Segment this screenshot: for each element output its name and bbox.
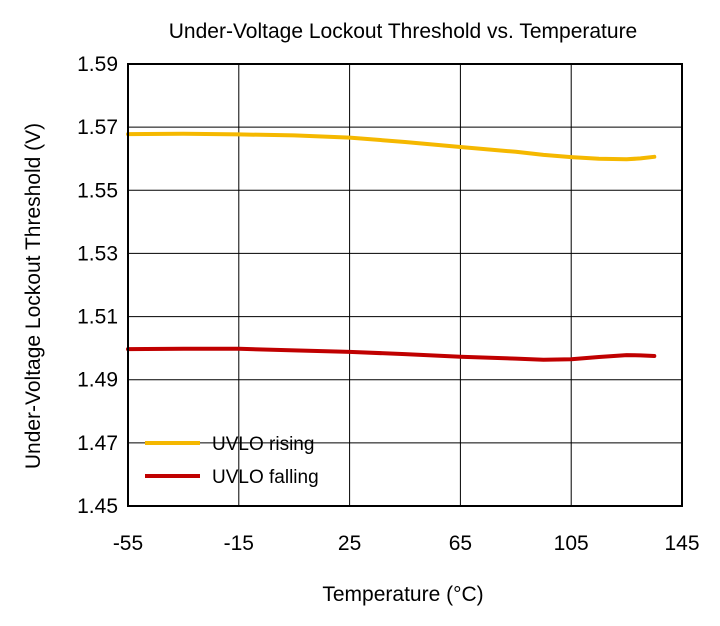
y-axis-label: Under-Voltage Lockout Threshold (V) bbox=[22, 123, 45, 469]
y-tick-label: 1.59 bbox=[77, 53, 118, 76]
legend: UVLO rising UVLO falling bbox=[145, 434, 319, 488]
x-axis-label: Temperature (°C) bbox=[322, 583, 483, 606]
y-tick-label: 1.57 bbox=[77, 116, 118, 139]
x-tick-label: -55 bbox=[113, 532, 143, 555]
x-tick-label: -15 bbox=[224, 532, 254, 555]
y-tick-label: 1.51 bbox=[77, 306, 118, 329]
series-line-uvlo-rising bbox=[126, 131, 657, 162]
y-tick-label: 1.47 bbox=[77, 432, 118, 455]
tick-labels: -55 -15 25 65 105 145 1.45 1.47 1.49 1.51 1.53 1.55… bbox=[77, 53, 699, 555]
y-tick-label: 1.55 bbox=[77, 179, 118, 202]
y-tick-label: 1.53 bbox=[77, 242, 118, 265]
plot-area-frame bbox=[127, 63, 683, 507]
y-tick-label: 1.49 bbox=[77, 369, 118, 392]
chart-title: Under-Voltage Lockout Threshold vs. Temp… bbox=[169, 20, 638, 43]
x-tick-label: 25 bbox=[338, 532, 361, 555]
legend-label-uvlo-rising: UVLO rising bbox=[212, 434, 314, 455]
x-tick-label: 145 bbox=[664, 532, 699, 555]
x-tick-label: 65 bbox=[449, 532, 472, 555]
y-tick-label: 1.45 bbox=[77, 495, 118, 518]
x-tick-label: 105 bbox=[554, 532, 589, 555]
series-line-uvlo-falling bbox=[126, 346, 657, 362]
series-lines bbox=[126, 131, 657, 362]
legend-label-uvlo-falling: UVLO falling bbox=[212, 467, 319, 488]
